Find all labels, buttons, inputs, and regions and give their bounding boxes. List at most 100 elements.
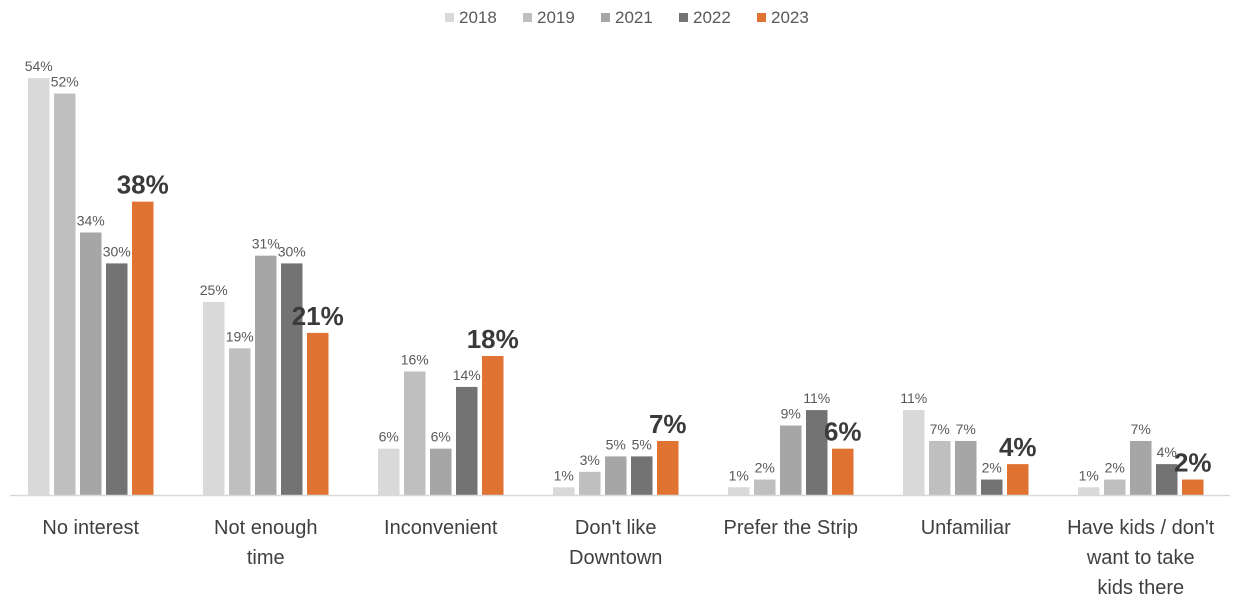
data-label-not-enough-time-2023: 21% bbox=[292, 301, 344, 331]
bar-no-interest-2021 bbox=[80, 232, 102, 495]
bar-no-interest-2019 bbox=[54, 93, 76, 495]
bar-don-t-like-downtown-2018 bbox=[553, 487, 575, 495]
bar-don-t-like-downtown-2022 bbox=[631, 456, 653, 495]
x-tick-label-line: Don't like bbox=[575, 517, 657, 539]
data-label-don-t-like-downtown-2018: 1% bbox=[554, 467, 574, 483]
data-label-not-enough-time-2019: 19% bbox=[226, 328, 254, 344]
data-label-don-t-like-downtown-2023: 7% bbox=[649, 409, 687, 439]
bar-inconvenient-2018 bbox=[378, 448, 400, 495]
x-tick-label-line: want to take bbox=[1086, 547, 1195, 569]
data-label-no-interest-2021: 34% bbox=[77, 213, 105, 229]
bar-have-kids-don-t-want-to-take-kids-there-2021 bbox=[1130, 440, 1152, 495]
bar-prefer-the-strip-2023 bbox=[832, 448, 854, 495]
data-label-inconvenient-2021: 6% bbox=[431, 429, 451, 445]
legend-swatch-2023 bbox=[757, 13, 766, 22]
bar-not-enough-time-2018 bbox=[203, 302, 225, 495]
legend-swatch-2018 bbox=[445, 13, 454, 22]
x-tick-label-line: Downtown bbox=[569, 547, 662, 569]
bar-inconvenient-2022 bbox=[456, 386, 478, 495]
x-tick-label-line: time bbox=[247, 547, 285, 569]
bar-have-kids-don-t-want-to-take-kids-there-2023 bbox=[1182, 479, 1204, 495]
legend-label-2021: 2021 bbox=[615, 8, 653, 27]
bar-not-enough-time-2019 bbox=[229, 348, 251, 495]
legend: 2018 2019 2021 2022 2023 bbox=[445, 8, 809, 27]
bar-don-t-like-downtown-2021 bbox=[605, 456, 627, 495]
x-tick-label-not-enough-time: Not enough time bbox=[214, 517, 317, 569]
bar-don-t-like-downtown-2019 bbox=[579, 471, 601, 495]
data-label-have-kids-don-t-want-to-take-kids-there-2022: 4% bbox=[1157, 444, 1177, 460]
data-label-no-interest-2018: 54% bbox=[25, 58, 53, 74]
data-label-unfamiliar-2023: 4% bbox=[999, 432, 1037, 462]
legend-swatch-2019 bbox=[523, 13, 532, 22]
legend-label-2023: 2023 bbox=[771, 8, 809, 27]
data-label-inconvenient-2023: 18% bbox=[467, 324, 519, 354]
legend-swatch-2021 bbox=[601, 13, 610, 22]
bar-have-kids-don-t-want-to-take-kids-there-2019 bbox=[1104, 479, 1126, 495]
bar-not-enough-time-2021 bbox=[255, 255, 277, 495]
legend-label-2018: 2018 bbox=[459, 8, 497, 27]
data-label-have-kids-don-t-want-to-take-kids-there-2021: 7% bbox=[1131, 421, 1151, 437]
x-tick-label-prefer-the-strip: Prefer the Strip bbox=[723, 517, 858, 539]
data-label-unfamiliar-2022: 2% bbox=[982, 460, 1002, 476]
x-tick-label-line: Inconvenient bbox=[384, 517, 498, 539]
x-tick-label-line: Have kids / don't bbox=[1067, 517, 1215, 539]
bar-unfamiliar-2021 bbox=[955, 440, 977, 495]
x-tick-label-inconvenient: Inconvenient bbox=[384, 517, 498, 539]
x-tick-label-line: Prefer the Strip bbox=[723, 517, 858, 539]
bar-unfamiliar-2019 bbox=[929, 440, 951, 495]
data-label-no-interest-2022: 30% bbox=[103, 243, 131, 259]
data-label-unfamiliar-2021: 7% bbox=[956, 421, 976, 437]
bar-not-enough-time-2023 bbox=[307, 332, 329, 495]
data-label-have-kids-don-t-want-to-take-kids-there-2023: 2% bbox=[1174, 448, 1212, 478]
data-label-prefer-the-strip-2018: 1% bbox=[729, 467, 749, 483]
data-label-inconvenient-2019: 16% bbox=[401, 351, 429, 367]
bar-have-kids-don-t-want-to-take-kids-there-2018 bbox=[1078, 487, 1100, 495]
data-label-not-enough-time-2021: 31% bbox=[252, 236, 280, 252]
legend-swatch-2022 bbox=[679, 13, 688, 22]
bar-no-interest-2018 bbox=[28, 78, 50, 496]
bar-prefer-the-strip-2022 bbox=[806, 410, 828, 495]
bar-prefer-the-strip-2018 bbox=[728, 487, 750, 495]
bar-unfamiliar-2018 bbox=[903, 410, 925, 495]
x-tick-label-have-kids-don-t-want-to-take-kids-there: Have kids / don't want to take kids there bbox=[1067, 517, 1215, 599]
data-label-have-kids-don-t-want-to-take-kids-there-2018: 1% bbox=[1079, 467, 1099, 483]
legend-label-2022: 2022 bbox=[693, 8, 731, 27]
x-tick-label-no-interest: No interest bbox=[42, 517, 139, 539]
bar-no-interest-2022 bbox=[106, 263, 128, 495]
data-label-don-t-like-downtown-2022: 5% bbox=[632, 436, 652, 452]
data-labels: 54%52%34%30%38%25%19%31%30%21%6%16%6%14%… bbox=[25, 58, 1212, 483]
x-tick-label-line: No interest bbox=[42, 517, 139, 539]
x-axis-tick-labels: No interest Not enough time Inconvenient Don… bbox=[42, 517, 1214, 599]
bars bbox=[28, 78, 1204, 496]
x-tick-label-line: Not enough bbox=[214, 517, 317, 539]
data-label-inconvenient-2022: 14% bbox=[453, 367, 481, 383]
bar-don-t-like-downtown-2023 bbox=[657, 440, 679, 495]
bar-no-interest-2023 bbox=[132, 201, 154, 495]
data-label-prefer-the-strip-2022: 11% bbox=[803, 390, 830, 406]
data-label-not-enough-time-2022: 30% bbox=[278, 243, 306, 259]
data-label-unfamiliar-2019: 7% bbox=[930, 421, 950, 437]
bar-have-kids-don-t-want-to-take-kids-there-2022 bbox=[1156, 464, 1178, 495]
data-label-don-t-like-downtown-2019: 3% bbox=[580, 452, 600, 468]
data-label-unfamiliar-2018: 11% bbox=[900, 390, 927, 406]
data-label-have-kids-don-t-want-to-take-kids-there-2019: 2% bbox=[1105, 460, 1125, 476]
data-label-no-interest-2023: 38% bbox=[117, 170, 169, 200]
x-tick-label-don-t-like-downtown: Don't like Downtown bbox=[569, 517, 662, 569]
data-label-no-interest-2019: 52% bbox=[51, 74, 79, 90]
data-label-prefer-the-strip-2021: 9% bbox=[781, 406, 801, 422]
legend-label-2019: 2019 bbox=[537, 8, 575, 27]
data-label-prefer-the-strip-2023: 6% bbox=[824, 417, 862, 447]
bar-unfamiliar-2023 bbox=[1007, 464, 1029, 495]
bar-unfamiliar-2022 bbox=[981, 479, 1003, 495]
x-tick-label-line: kids there bbox=[1097, 577, 1184, 599]
data-label-not-enough-time-2018: 25% bbox=[200, 282, 228, 298]
bar-inconvenient-2021 bbox=[430, 448, 452, 495]
data-label-don-t-like-downtown-2021: 5% bbox=[606, 436, 626, 452]
x-tick-label-line: Unfamiliar bbox=[921, 517, 1011, 539]
bar-inconvenient-2019 bbox=[404, 371, 426, 495]
x-tick-label-unfamiliar: Unfamiliar bbox=[921, 517, 1011, 539]
bar-prefer-the-strip-2019 bbox=[754, 479, 776, 495]
data-label-inconvenient-2018: 6% bbox=[379, 429, 399, 445]
